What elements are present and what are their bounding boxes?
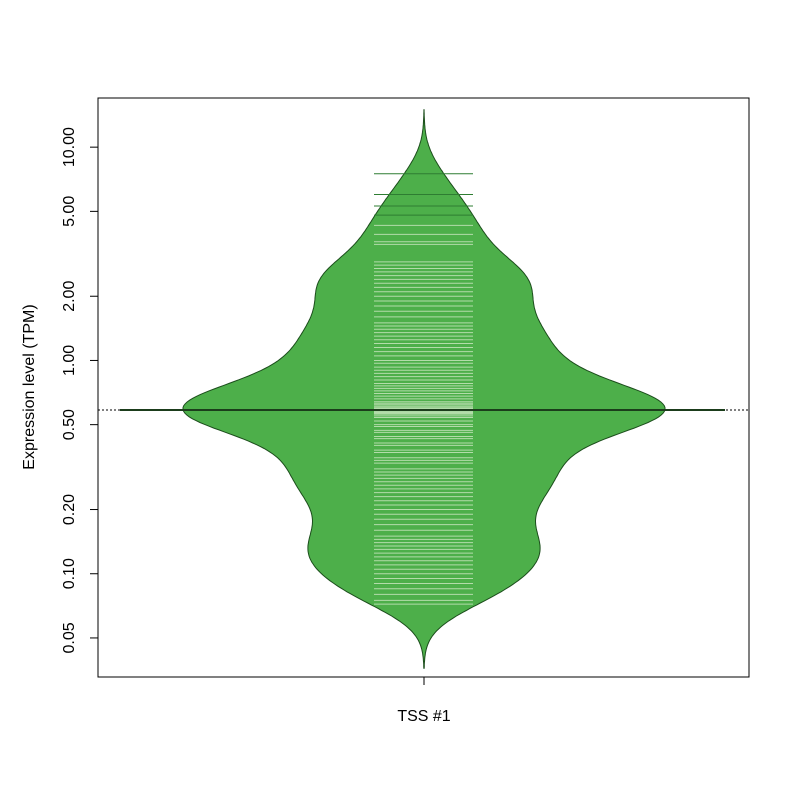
y-tick-label: 2.00 [61, 281, 78, 312]
bean [182, 109, 666, 669]
y-axis-label: Expression level (TPM) [21, 304, 38, 469]
y-tick-label: 0.20 [61, 494, 78, 525]
y-tick-label: 5.00 [61, 196, 78, 227]
y-tick-label: 0.05 [61, 622, 78, 653]
y-tick-label: 10.00 [61, 127, 78, 167]
y-tick-label: 0.10 [61, 558, 78, 589]
x-tick-label: TSS #1 [397, 708, 450, 725]
y-tick-label: 0.50 [61, 409, 78, 440]
y-tick-label: 1.00 [61, 345, 78, 376]
